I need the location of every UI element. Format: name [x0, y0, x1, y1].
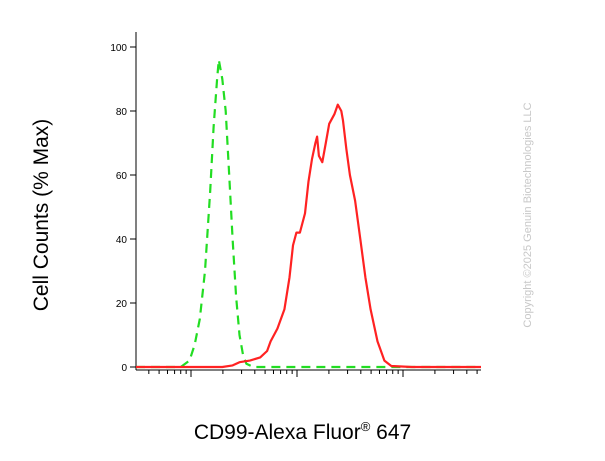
y-axis-label: Cell Counts (% Max)	[30, 118, 53, 312]
y-axis-ticks: 0 20 40 60 80 100	[110, 43, 136, 374]
y-tick-label: 100	[110, 43, 127, 54]
copyright-watermark: Copyright ©2025 Genuin Biotechnologies L…	[522, 102, 534, 328]
y-tick-label: 80	[116, 107, 128, 118]
y-tick-label: 60	[116, 171, 128, 182]
y-tick-label: 0	[121, 363, 127, 374]
series-line-0	[136, 58, 481, 369]
y-tick-label: 20	[116, 299, 128, 310]
histogram-series	[136, 58, 481, 369]
plot-axes	[135, 32, 481, 371]
series-line-1	[136, 103, 481, 369]
y-tick-label: 40	[116, 235, 128, 246]
x-axis-ticks	[148, 370, 478, 377]
x-axis-label: CD99-Alexa Fluor® 647	[193, 419, 412, 444]
